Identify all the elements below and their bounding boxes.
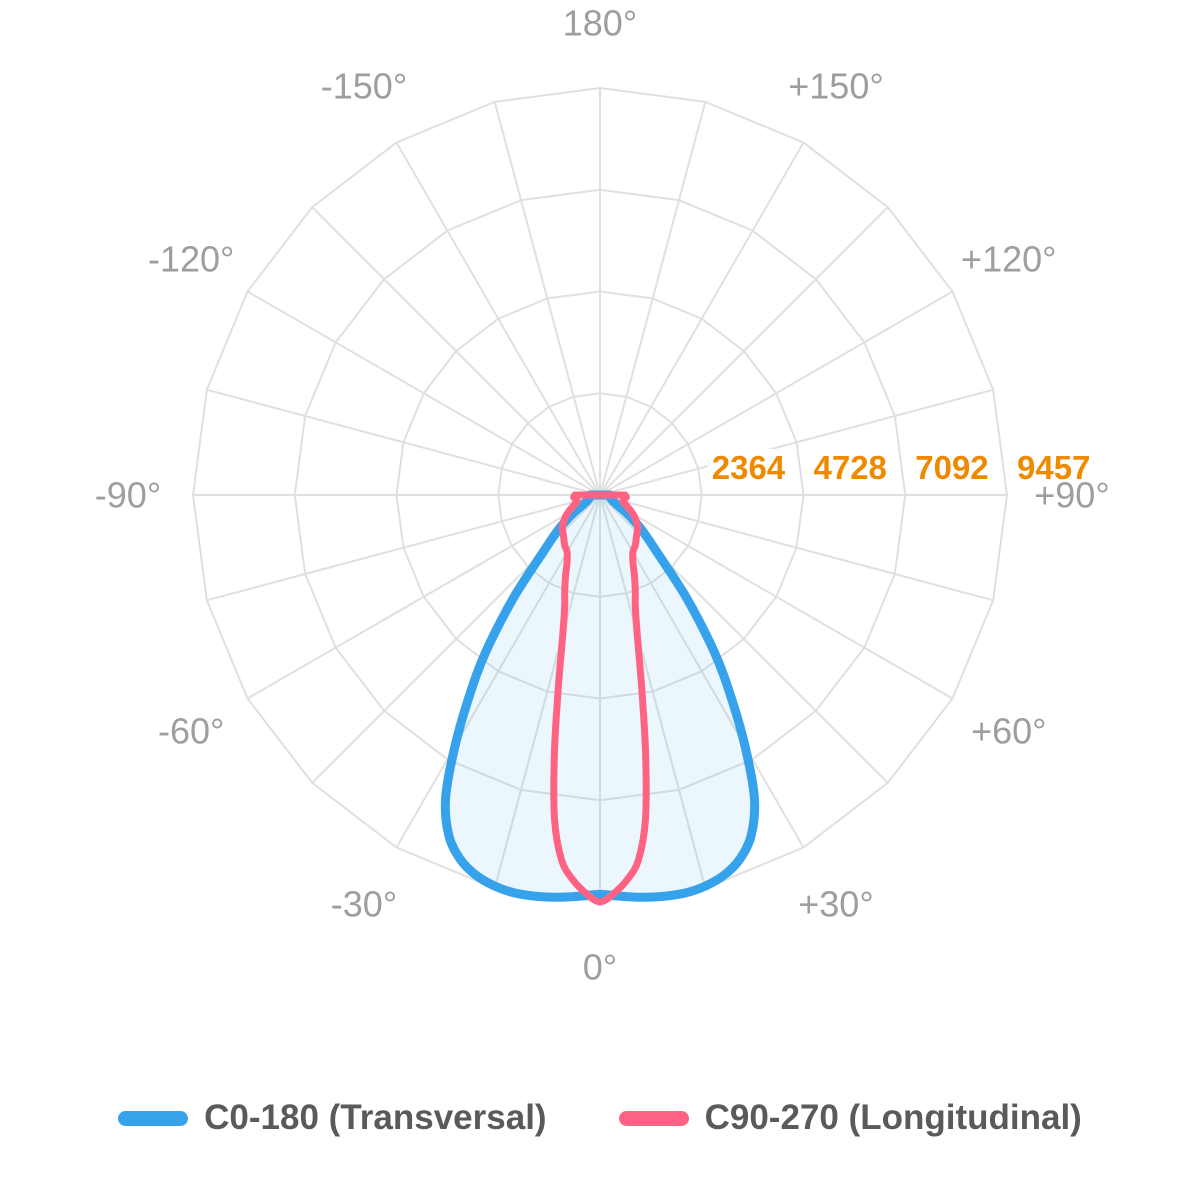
tick-backdrop	[911, 449, 996, 485]
legend-item-c90-270[interactable]: C90-270 (Longitudinal)	[618, 1098, 1082, 1138]
radial-tick-label: 4728	[814, 449, 887, 486]
legend-swatch-c0-180	[118, 1110, 189, 1126]
angle-label: -60°	[158, 711, 224, 752]
grid-spoke	[311, 206, 601, 496]
tick-backdrop	[707, 449, 792, 485]
series-c0-180-curve	[440, 490, 760, 902]
legend-item-c0-180[interactable]: C0-180 (Transversal)	[118, 1098, 547, 1138]
legend: C0-180 (Transversal) C90-270 (Longitudin…	[0, 1098, 1200, 1138]
grid-spoke	[599, 142, 805, 496]
angle-label: +150°	[788, 66, 883, 107]
angle-label: +120°	[961, 239, 1056, 280]
grid-spoke	[599, 494, 707, 889]
grid-spoke	[599, 290, 953, 496]
series-c90-270-curve	[550, 491, 650, 906]
angle-label: -30°	[331, 883, 397, 924]
tick-backdrop	[1013, 449, 1097, 485]
radial-tick-label: 9457	[1017, 449, 1090, 486]
tick-backdrop	[809, 449, 894, 485]
grid-spoke	[206, 388, 601, 496]
grid-spoke	[493, 101, 601, 496]
angle-label: -150°	[321, 66, 407, 107]
legend-label-c90-270: C90-270 (Longitudinal)	[704, 1098, 1082, 1137]
grid-spoke	[247, 494, 601, 700]
angle-label: -120°	[148, 239, 234, 280]
angle-label: +90°	[1034, 475, 1109, 516]
radial-tick-label: 2364	[712, 449, 786, 486]
grid-spoke	[599, 206, 889, 496]
radial-tick-label: 7092	[915, 449, 988, 486]
grid-spoke	[247, 290, 601, 496]
angle-label: +60°	[971, 711, 1046, 752]
grid-spoke	[493, 494, 601, 889]
grid-spoke	[599, 494, 994, 602]
grid-spoke	[206, 494, 601, 602]
angle-label: -90°	[95, 475, 161, 516]
angle-label: +30°	[798, 883, 873, 924]
grid-spoke	[395, 142, 601, 496]
angle-label: 0°	[583, 947, 617, 988]
legend-label-c0-180: C0-180 (Transversal)	[204, 1098, 547, 1137]
grid-spoke	[599, 494, 953, 700]
angle-label: 180°	[563, 3, 637, 44]
grid-spoke	[599, 388, 994, 496]
legend-swatch-c90-270	[618, 1110, 689, 1126]
grid-spoke	[599, 101, 707, 496]
